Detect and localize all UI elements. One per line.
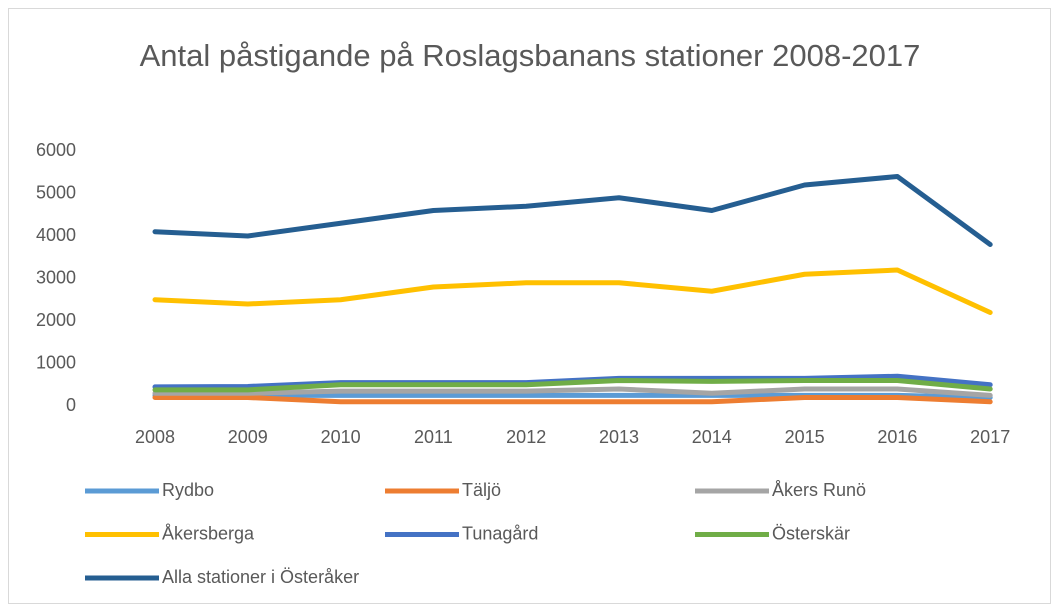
x-tick-label: 2015 — [785, 427, 825, 447]
y-tick-label: 3000 — [36, 267, 76, 287]
y-tick-label: 1000 — [36, 352, 76, 372]
x-tick-label: 2016 — [877, 427, 917, 447]
y-tick-label: 4000 — [36, 225, 76, 245]
x-tick-label: 2017 — [970, 427, 1010, 447]
y-tick-label: 0 — [66, 395, 76, 415]
x-tick-label: 2013 — [599, 427, 639, 447]
legend-label: Rydbo — [162, 480, 214, 500]
series-line — [152, 174, 993, 247]
x-tick-label: 2011 — [414, 427, 453, 447]
series-line — [152, 267, 993, 315]
chart-border — [8, 8, 1051, 604]
series-line — [152, 378, 993, 393]
y-tick-label: 6000 — [36, 140, 76, 160]
chart-title: Antal påstigande på Roslagsbanans statio… — [139, 38, 921, 73]
x-tick-label: 2014 — [692, 427, 732, 447]
x-tick-label: 2010 — [321, 427, 361, 447]
legend-label: Täljö — [462, 480, 501, 500]
legend-label: Åkersberga — [162, 523, 255, 543]
x-tick-label: 2008 — [135, 427, 175, 447]
x-tick-label: 2012 — [506, 427, 546, 447]
legend-label: Österskär — [772, 523, 850, 543]
legend-label: Åkers Runö — [772, 480, 866, 500]
x-tick-label: 2009 — [228, 427, 268, 447]
series-line — [152, 395, 993, 405]
y-tick-label: 5000 — [36, 182, 76, 202]
legend-label: Tunagård — [462, 523, 538, 543]
y-tick-label: 2000 — [36, 310, 76, 330]
series-line — [152, 386, 993, 398]
legend-label: Alla stationer i Österåker — [162, 567, 359, 587]
